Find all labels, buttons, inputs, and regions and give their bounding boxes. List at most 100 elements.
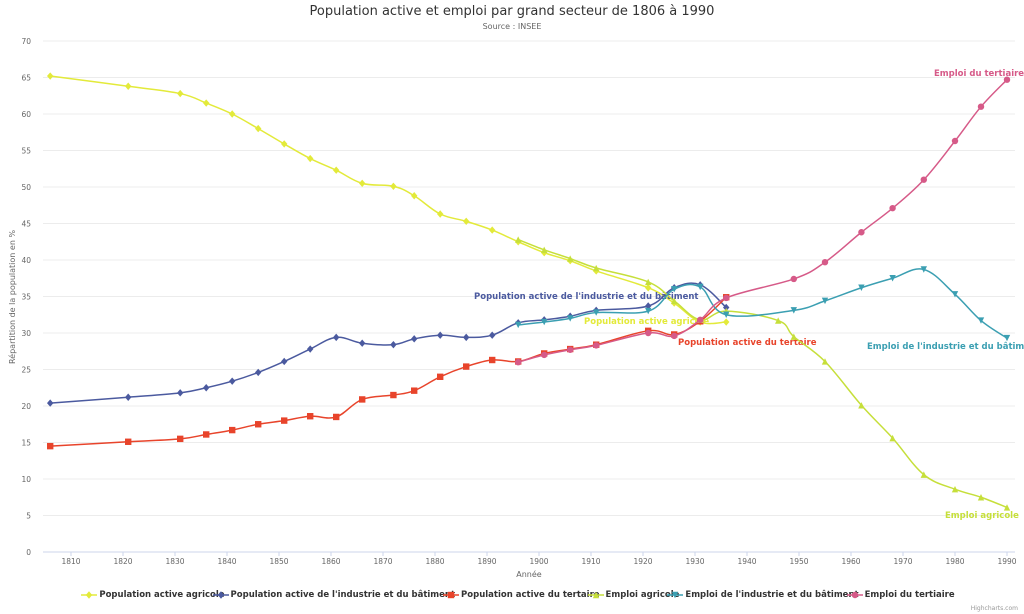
data-point [977, 317, 985, 324]
y-tick-label: 5 [26, 512, 31, 521]
legend-symbol-icon [846, 591, 863, 599]
data-point [229, 110, 236, 118]
series-label: Population active de l'industrie et du b… [474, 292, 699, 302]
legend-item[interactable]: Emploi du tertiaire [846, 590, 955, 600]
x-tick-label: 1810 [61, 557, 80, 566]
legend-item[interactable]: Population active agricole [81, 590, 225, 600]
data-point [390, 340, 397, 349]
legend-item[interactable]: Population active du tertaire [443, 590, 600, 600]
legend-item[interactable]: Emploi agricole [587, 590, 680, 600]
series-label: Population active agricole [584, 317, 709, 327]
data-point [567, 315, 574, 322]
chart-title: Population active et emploi par grand se… [309, 4, 715, 19]
series-line [517, 238, 1008, 509]
data-point [821, 258, 829, 266]
series-line [50, 75, 727, 325]
series-label: Emploi du tertiaire [934, 69, 1024, 79]
data-point [203, 384, 210, 392]
x-tick-label: 1940 [737, 557, 756, 566]
data-point [645, 284, 652, 292]
series-5: Emploi du tertiaire [515, 69, 1024, 366]
x-tick-label: 1970 [893, 557, 912, 566]
data-point [463, 217, 470, 226]
x-tick-label: 1920 [633, 557, 652, 566]
data-point [593, 342, 600, 349]
x-tick-label: 1950 [789, 557, 808, 566]
x-axis-title: Année [516, 569, 542, 579]
x-tick-label: 1910 [581, 557, 600, 566]
data-point [281, 140, 288, 148]
data-point [790, 275, 797, 283]
data-point [177, 89, 184, 98]
data-point [541, 318, 548, 326]
data-point [47, 399, 54, 407]
data-point [697, 283, 704, 291]
legend-label: Emploi agricole [605, 590, 680, 600]
series-label: Emploi agricole [945, 511, 1019, 521]
legend-label: Emploi du tertiaire [864, 590, 955, 600]
data-point [515, 359, 522, 366]
legend-label: Population active de l'industrie et du b… [230, 590, 456, 600]
x-tick-label: 1870 [373, 557, 392, 566]
data-point [489, 226, 496, 234]
y-tick-label: 40 [21, 256, 31, 265]
data-point [333, 413, 340, 421]
legend-symbol-icon [667, 591, 684, 599]
y-tick-label: 55 [21, 147, 31, 156]
data-point [359, 179, 366, 188]
data-point [177, 389, 184, 397]
data-point [593, 309, 600, 316]
series-line [518, 268, 1008, 339]
data-point [593, 264, 600, 272]
data-point [889, 275, 896, 282]
data-point [645, 278, 652, 286]
legend-symbol-icon [212, 591, 229, 599]
series-3: Emploi agricole [515, 236, 1019, 521]
data-point [645, 329, 652, 337]
data-point [1003, 334, 1011, 342]
data-point [723, 318, 730, 326]
legend-item[interactable]: Emploi de l'industrie et du bâtiment [667, 590, 859, 600]
series-1: Population active de l'industrie et du b… [47, 281, 730, 407]
data-point [567, 346, 574, 353]
x-tick-label: 1890 [477, 557, 496, 566]
data-point [567, 255, 574, 262]
data-point [125, 393, 132, 401]
data-point [125, 82, 132, 90]
chart-subtitle: Source : INSEE [482, 22, 542, 31]
series-line [517, 79, 1008, 363]
data-point [203, 431, 210, 438]
credits[interactable]: Highcharts.com [970, 605, 1018, 612]
data-point [858, 402, 865, 409]
x-tick-label: 1830 [165, 557, 184, 566]
data-point [790, 333, 797, 340]
x-tick-label: 1840 [217, 557, 236, 566]
y-tick-label: 25 [21, 366, 31, 375]
data-point [359, 396, 366, 403]
x-tick-label: 1990 [997, 557, 1016, 566]
legend-label: Emploi de l'industrie et du bâtiment [685, 590, 859, 600]
data-point [671, 332, 678, 340]
data-point [390, 182, 397, 190]
legend-symbol-icon [81, 591, 98, 599]
data-point [951, 291, 959, 298]
data-point [411, 387, 418, 394]
data-point [920, 471, 927, 478]
data-point [951, 137, 959, 145]
y-tick-label: 20 [21, 402, 31, 411]
data-point [463, 363, 470, 370]
data-point [307, 413, 314, 420]
data-point [255, 124, 262, 133]
legend-marker [86, 591, 93, 599]
data-point [437, 373, 444, 380]
data-point [307, 345, 314, 353]
legend-marker [672, 591, 679, 599]
series-label: Population active du tertaire [678, 338, 817, 348]
data-point [645, 307, 652, 315]
data-point [255, 421, 262, 428]
data-point [671, 297, 678, 305]
legend-item[interactable]: Population active de l'industrie et du b… [212, 590, 456, 600]
data-point [333, 166, 340, 174]
y-tick-label: 35 [21, 293, 31, 302]
y-tick-label: 10 [21, 475, 31, 484]
